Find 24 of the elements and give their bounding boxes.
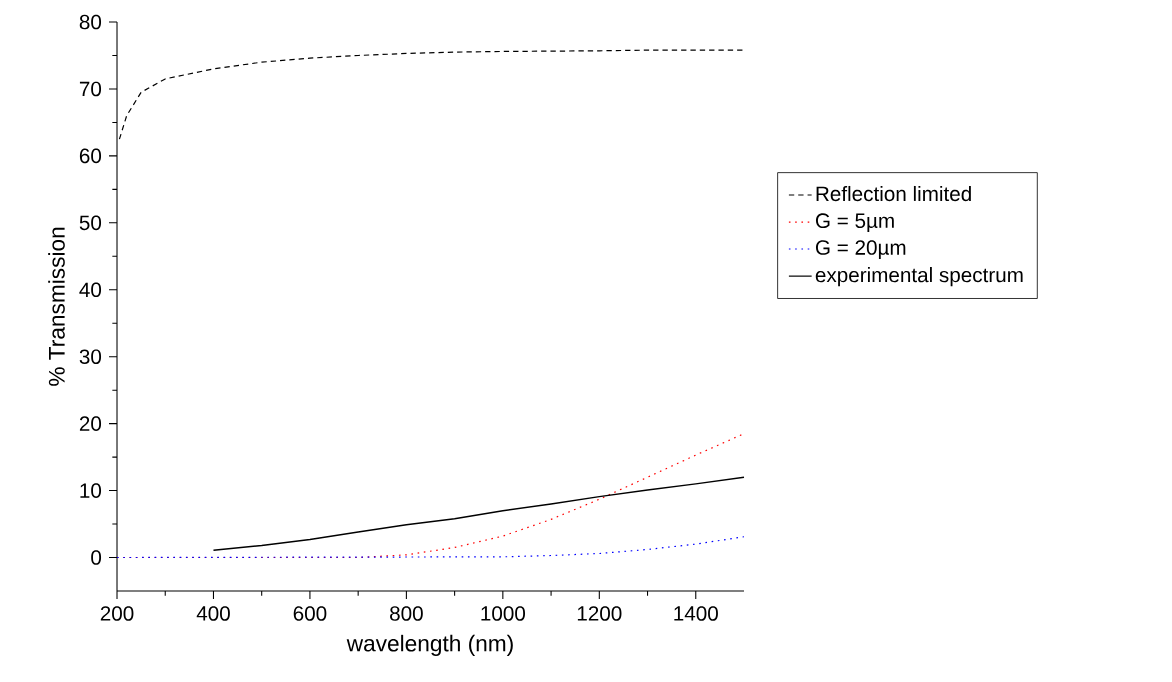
x-tick-label: 1200 [577, 606, 622, 621]
line-series [116, 536, 745, 559]
y-tick-label: 60 [79, 148, 102, 164]
y-tick-label: 50 [79, 215, 102, 231]
legend-label: Reflection limited [816, 185, 971, 202]
y-tick-label: 80 [79, 14, 102, 30]
x-tick-label: 600 [293, 606, 327, 621]
y-tick-label: 40 [79, 282, 102, 298]
legend-label: G = 20µm [815, 240, 906, 259]
y-tick-label: 10 [80, 483, 102, 498]
x-tick-label: 1000 [481, 606, 526, 621]
x-tick-label: 1400 [674, 606, 718, 621]
line-series [212, 476, 745, 551]
y-tick-label: 30 [79, 349, 102, 365]
y-tick-label: 0 [91, 550, 102, 565]
x-tick-label: 400 [196, 606, 230, 621]
y-tick-label: 70 [79, 81, 102, 97]
legend-label: G = 5µm [815, 213, 894, 233]
x-tick-label: 200 [100, 606, 134, 621]
x-axis-title: wavelength (nm) [346, 634, 513, 656]
y-tick-label: 20 [79, 416, 102, 431]
legend-label: experimental spectrum [815, 267, 1023, 287]
y-axis-title: % Transmission [48, 227, 65, 386]
x-tick-label: 800 [390, 606, 423, 621]
